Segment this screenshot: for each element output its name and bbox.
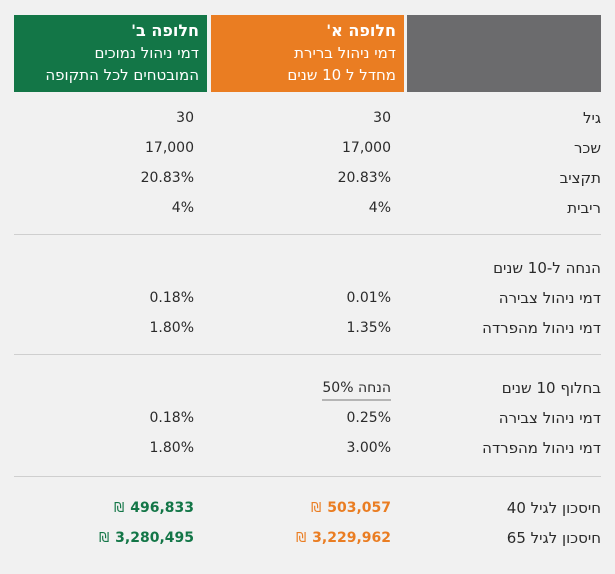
savings-age65-b: ₪ 3,280,495 bbox=[99, 528, 194, 549]
accumulation-fee-a: 0.01% bbox=[346, 290, 391, 306]
option-b-desc-line2: המובטחים לכל התקופה bbox=[45, 66, 199, 84]
savings-age65-a: ₪ 3,229,962 bbox=[296, 528, 391, 549]
age-value-a: 30 bbox=[373, 110, 391, 126]
deposit-fee-b: 1.80% bbox=[149, 320, 194, 336]
deposit-fee-a: 1.35% bbox=[346, 320, 391, 336]
age-value-b: 30 bbox=[176, 110, 194, 126]
salary-value-b: 17,000 bbox=[145, 140, 194, 156]
interest-value-a: 4% bbox=[368, 200, 391, 216]
allocation-value-a: 20.83% bbox=[337, 170, 391, 186]
savings-amount: 3,280,495 bbox=[115, 530, 194, 546]
header-label-cell bbox=[407, 15, 601, 92]
age-label: גיל bbox=[582, 109, 601, 127]
accumulation-fee-b: 0.18% bbox=[149, 410, 194, 426]
option-a-desc-line2: מחדל ל 10 שנים bbox=[287, 66, 396, 84]
section-divider bbox=[14, 354, 601, 355]
section-divider bbox=[14, 476, 601, 477]
savings-amount: 503,057 bbox=[327, 500, 391, 516]
option-a-header: חלופה א' דמי ניהול ברירת מחדל ל 10 שנים bbox=[211, 15, 404, 92]
discount-note: הנחה 50% bbox=[322, 378, 391, 401]
accumulation-fee-a: 0.25% bbox=[346, 410, 391, 426]
allocation-label: תקציב bbox=[559, 169, 601, 187]
savings-amount: 3,229,962 bbox=[312, 530, 391, 546]
savings-age65-label: חיסכון לגיל 65 bbox=[506, 529, 601, 547]
after-period-title: בחלוף 10 שנים bbox=[501, 379, 601, 397]
allocation-value-b: 20.83% bbox=[140, 170, 194, 186]
savings-amount: 496,833 bbox=[130, 500, 194, 516]
shekel-icon: ₪ bbox=[311, 501, 322, 516]
shekel-icon: ₪ bbox=[98, 531, 110, 546]
discount-period-title: הנחה ל-10 שנים bbox=[493, 259, 601, 277]
savings-age40-a: ₪ 503,057 bbox=[311, 498, 391, 519]
accumulation-fee-b: 0.18% bbox=[149, 290, 194, 306]
option-b-header: חלופה ב' דמי ניהול נמוכים המובטחים לכל ה… bbox=[14, 15, 207, 92]
accumulation-fee-label: דמי ניהול צבירה bbox=[498, 409, 601, 427]
accumulation-fee-label: דמי ניהול צבירה bbox=[498, 289, 601, 307]
option-b-title: חלופה ב' bbox=[131, 21, 199, 40]
option-a-desc-line1: דמי ניהול ברירת bbox=[294, 44, 396, 62]
interest-value-b: 4% bbox=[171, 200, 194, 216]
savings-age40-b: ₪ 496,833 bbox=[114, 498, 194, 519]
shekel-icon: ₪ bbox=[295, 531, 307, 546]
deposit-fee-b: 1.80% bbox=[149, 440, 194, 456]
savings-age40-label: חיסכון לגיל 40 bbox=[506, 499, 601, 517]
deposit-fee-a: 3.00% bbox=[346, 440, 391, 456]
salary-value-a: 17,000 bbox=[342, 140, 391, 156]
shekel-icon: ₪ bbox=[114, 501, 125, 516]
option-a-title: חלופה א' bbox=[326, 21, 396, 40]
deposit-fee-label: דמי ניהול מהפרדה bbox=[482, 319, 601, 337]
salary-label: שכר bbox=[573, 139, 601, 157]
deposit-fee-label: דמי ניהול מהפרדה bbox=[482, 439, 601, 457]
interest-label: ריבית bbox=[567, 199, 601, 217]
section-divider bbox=[14, 234, 601, 235]
option-b-desc-line1: דמי ניהול נמוכים bbox=[94, 44, 199, 62]
